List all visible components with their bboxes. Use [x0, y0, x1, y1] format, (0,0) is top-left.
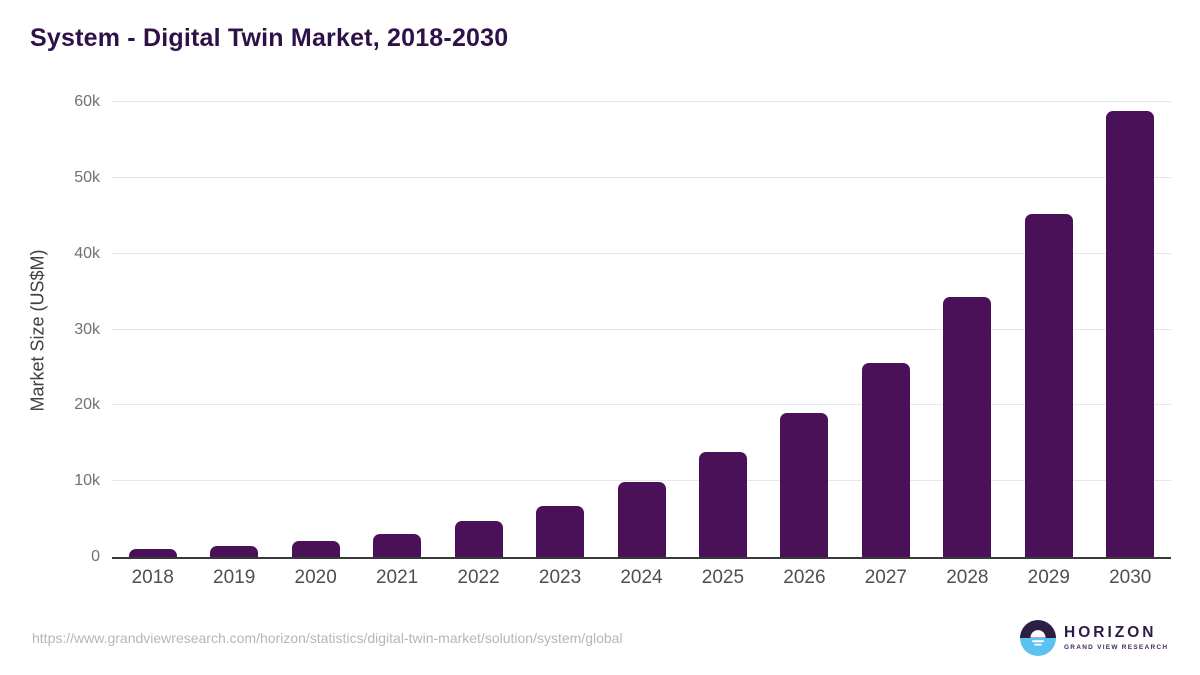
x-tick-label-2027: 2027	[864, 567, 907, 588]
x-tick-label-2026: 2026	[783, 567, 826, 588]
bar-2024[interactable]	[617, 482, 666, 557]
bar-2023[interactable]	[536, 506, 585, 557]
y-tick-label: 40k	[74, 244, 100, 262]
bar-2026[interactable]	[780, 413, 829, 557]
x-tick-label-2020: 2020	[294, 567, 337, 588]
y-tick-label: 10k	[74, 472, 100, 490]
gridline-30000	[112, 328, 1171, 330]
plot-area	[112, 101, 1171, 559]
gridline-50000	[112, 176, 1171, 178]
x-tick-label-2019: 2019	[213, 567, 256, 588]
horizon-logo[interactable]: HORIZON GRAND VIEW RESEARCH	[1019, 619, 1168, 657]
y-tick-label: 60k	[74, 93, 100, 110]
x-tick-label-2024: 2024	[620, 567, 663, 588]
x-tick-label-2029: 2029	[1027, 567, 1070, 588]
x-tick-label-2025: 2025	[701, 567, 745, 588]
source-url: https://www.grandviewresearch.com/horizo…	[32, 630, 623, 646]
logo-subtitle: GRAND VIEW RESEARCH	[1064, 644, 1169, 651]
y-tick-label: 20k	[74, 396, 100, 414]
x-tick-label-2022: 2022	[457, 567, 500, 588]
bar-2020[interactable]	[291, 541, 340, 557]
logo-title: HORIZON	[1064, 624, 1157, 641]
bar-2030[interactable]	[1106, 111, 1155, 557]
bar-2025[interactable]	[698, 452, 747, 557]
gridline-40000	[112, 252, 1171, 254]
logo-text: HORIZON GRAND VIEW RESEARCH	[1064, 624, 1169, 652]
x-tick-label-2018: 2018	[131, 567, 174, 588]
y-tick-label: 30k	[74, 320, 100, 338]
horizon-sun-circle-icon	[1020, 620, 1056, 656]
x-tick-label-2028: 2028	[946, 567, 989, 588]
y-tick-label: 50k	[74, 168, 100, 186]
x-axis-line	[112, 557, 1171, 559]
gridline-60000	[112, 101, 1171, 102]
bar-2029[interactable]	[1024, 214, 1073, 557]
gridline-20000	[112, 404, 1171, 406]
chart-title: System - Digital Twin Market, 2018-2030	[30, 24, 509, 52]
bar-2021[interactable]	[373, 534, 422, 557]
bar-2022[interactable]	[454, 521, 503, 557]
x-tick-label-2023: 2023	[538, 567, 582, 588]
bar-2028[interactable]	[943, 296, 992, 557]
bar-2019[interactable]	[210, 546, 259, 557]
gridline-10000	[112, 480, 1171, 482]
x-tick-label-2021: 2021	[375, 567, 419, 588]
bar-2027[interactable]	[861, 362, 910, 557]
x-tick-label-2030: 2030	[1109, 567, 1152, 588]
bar-2018[interactable]	[128, 549, 177, 557]
y-tick-label: 0	[91, 548, 100, 565]
